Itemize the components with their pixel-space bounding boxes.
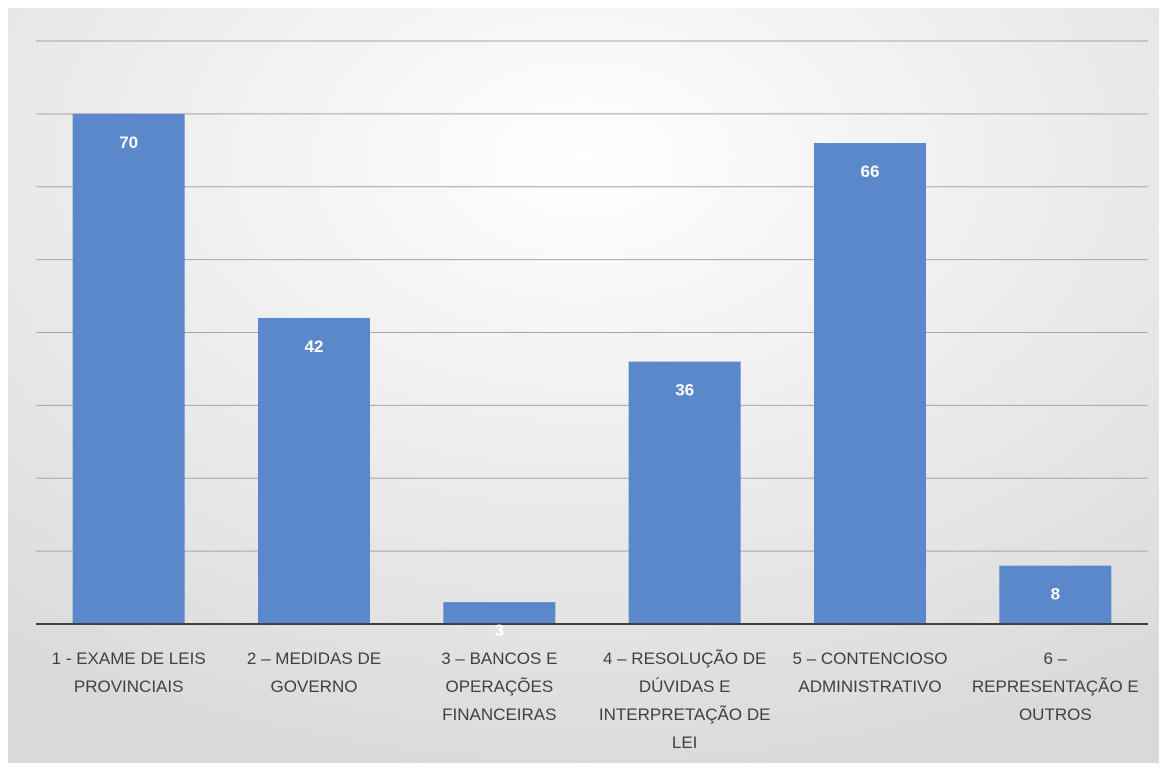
- gridlines: [36, 40, 1148, 552]
- category-label: 4 – RESOLUÇÃO DE DÚVIDAS E INTERPRETAÇÃO D…: [599, 649, 771, 752]
- bar: [814, 143, 926, 624]
- bars: [72, 113, 1112, 624]
- category-label-line: PROVINCIAIS: [74, 677, 184, 696]
- bar: [72, 113, 185, 624]
- data-label: 70: [119, 133, 138, 152]
- chart-background: [8, 8, 1159, 763]
- data-label: 36: [675, 381, 694, 400]
- category-labels: 1 - EXAME DE LEIS PROVINCIAIS 2 – MEDIDAS …: [52, 649, 1139, 752]
- category-label-line: OPERAÇÕES: [445, 677, 553, 696]
- data-label: 66: [861, 162, 880, 181]
- category-label-line: INTERPRETAÇÃO DE: [599, 705, 771, 724]
- category-label-line: 1 - EXAME DE LEIS: [52, 649, 206, 668]
- category-label-line: REPRESENTAÇÃO E: [972, 677, 1139, 696]
- category-label-line: 5 – CONTENCIOSO: [793, 649, 948, 668]
- category-label: 3 – BANCOS E OPERAÇÕES FINANCEIRAS: [441, 649, 557, 724]
- data-label: 42: [305, 337, 324, 356]
- data-labels: 70 42 3 36 66 8: [119, 133, 1060, 640]
- category-label: 6 – REPRESENTAÇÃO E OUTROS: [972, 649, 1139, 724]
- bar: [443, 602, 556, 624]
- data-label: 3: [495, 621, 504, 640]
- category-label: 5 – CONTENCIOSO ADMINISTRATIVO: [793, 649, 948, 696]
- category-label: 2 – MEDIDAS DE GOVERNO: [247, 649, 381, 696]
- category-label-line: LEI: [672, 733, 698, 752]
- category-label-line: ADMINISTRATIVO: [798, 677, 941, 696]
- category-label-line: 4 – RESOLUÇÃO DE: [603, 649, 766, 668]
- category-label-line: 2 – MEDIDAS DE: [247, 649, 381, 668]
- category-label-line: DÚVIDAS E: [639, 677, 731, 696]
- bar: [258, 317, 370, 624]
- category-label-line: GOVERNO: [271, 677, 358, 696]
- category-label-line: 3 – BANCOS E: [441, 649, 557, 668]
- category-label-line: 6 –: [1044, 649, 1068, 668]
- data-label: 8: [1051, 585, 1060, 604]
- bar: [999, 565, 1112, 624]
- bar: [628, 361, 741, 624]
- category-label-line: OUTROS: [1019, 705, 1092, 724]
- category-label-line: FINANCEIRAS: [442, 705, 556, 724]
- category-label: 1 - EXAME DE LEIS PROVINCIAIS: [52, 649, 206, 696]
